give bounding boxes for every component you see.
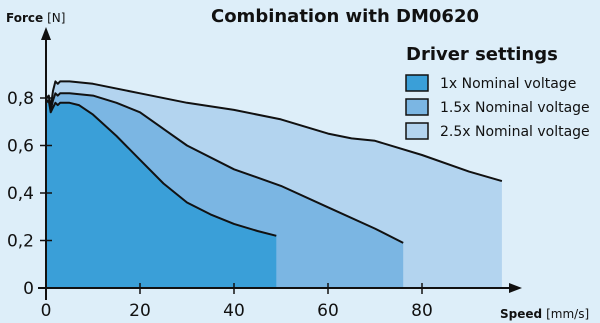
- x-ticks: 0 20 40 60 80: [41, 283, 433, 321]
- y-axis-label: Force [N]: [6, 11, 65, 25]
- series-areas: [46, 81, 502, 289]
- y-tick-label: 0,6: [7, 137, 34, 157]
- y-tick-label: 0,4: [7, 184, 34, 204]
- line-2-5x-nominal-voltage: [45, 80, 503, 183]
- x-tick-label: 20: [129, 301, 151, 321]
- x-tick-label: 0: [41, 301, 52, 321]
- y-axis-arrow-icon: [41, 27, 51, 40]
- legend-label: 1x Nominal voltage: [440, 76, 576, 92]
- y-tick-label: 0: [23, 279, 34, 299]
- legend-swatch: [405, 98, 429, 116]
- x-axis-label: Speed [mm/s]: [500, 307, 589, 321]
- legend: Driver settings 1x Nominal voltage 1.5x N…: [405, 44, 590, 140]
- x-tick-label: 60: [317, 301, 339, 321]
- line-1x-nominal-voltage: [45, 99, 277, 237]
- y-axis-unit: [N]: [47, 11, 65, 25]
- x-tick-label: 40: [223, 301, 245, 321]
- legend-label: 2.5x Nominal voltage: [440, 124, 590, 140]
- x-tick-label: 80: [411, 301, 433, 321]
- y-axis-name: Force: [6, 11, 43, 25]
- legend-title: Driver settings: [406, 44, 558, 65]
- y-tick-label: 0,8: [7, 89, 34, 109]
- x-axis-unit: [mm/s]: [546, 307, 589, 321]
- legend-label: 1.5x Nominal voltage: [440, 100, 590, 116]
- area-1x-nominal-voltage: [46, 100, 277, 289]
- line-1-5x-nominal-voltage: [46, 92, 404, 244]
- x-axis-arrow-icon: [509, 283, 522, 293]
- y-ticks: 0 0,2 0,4 0,6 0,8: [7, 89, 52, 299]
- series-lines: [45, 80, 503, 244]
- y-tick-label: 0,2: [7, 232, 34, 252]
- x-axis-name: Speed: [500, 307, 542, 321]
- chart-title: Combination with DM0620: [211, 6, 479, 27]
- legend-swatch: [405, 74, 429, 92]
- legend-swatch: [405, 122, 429, 140]
